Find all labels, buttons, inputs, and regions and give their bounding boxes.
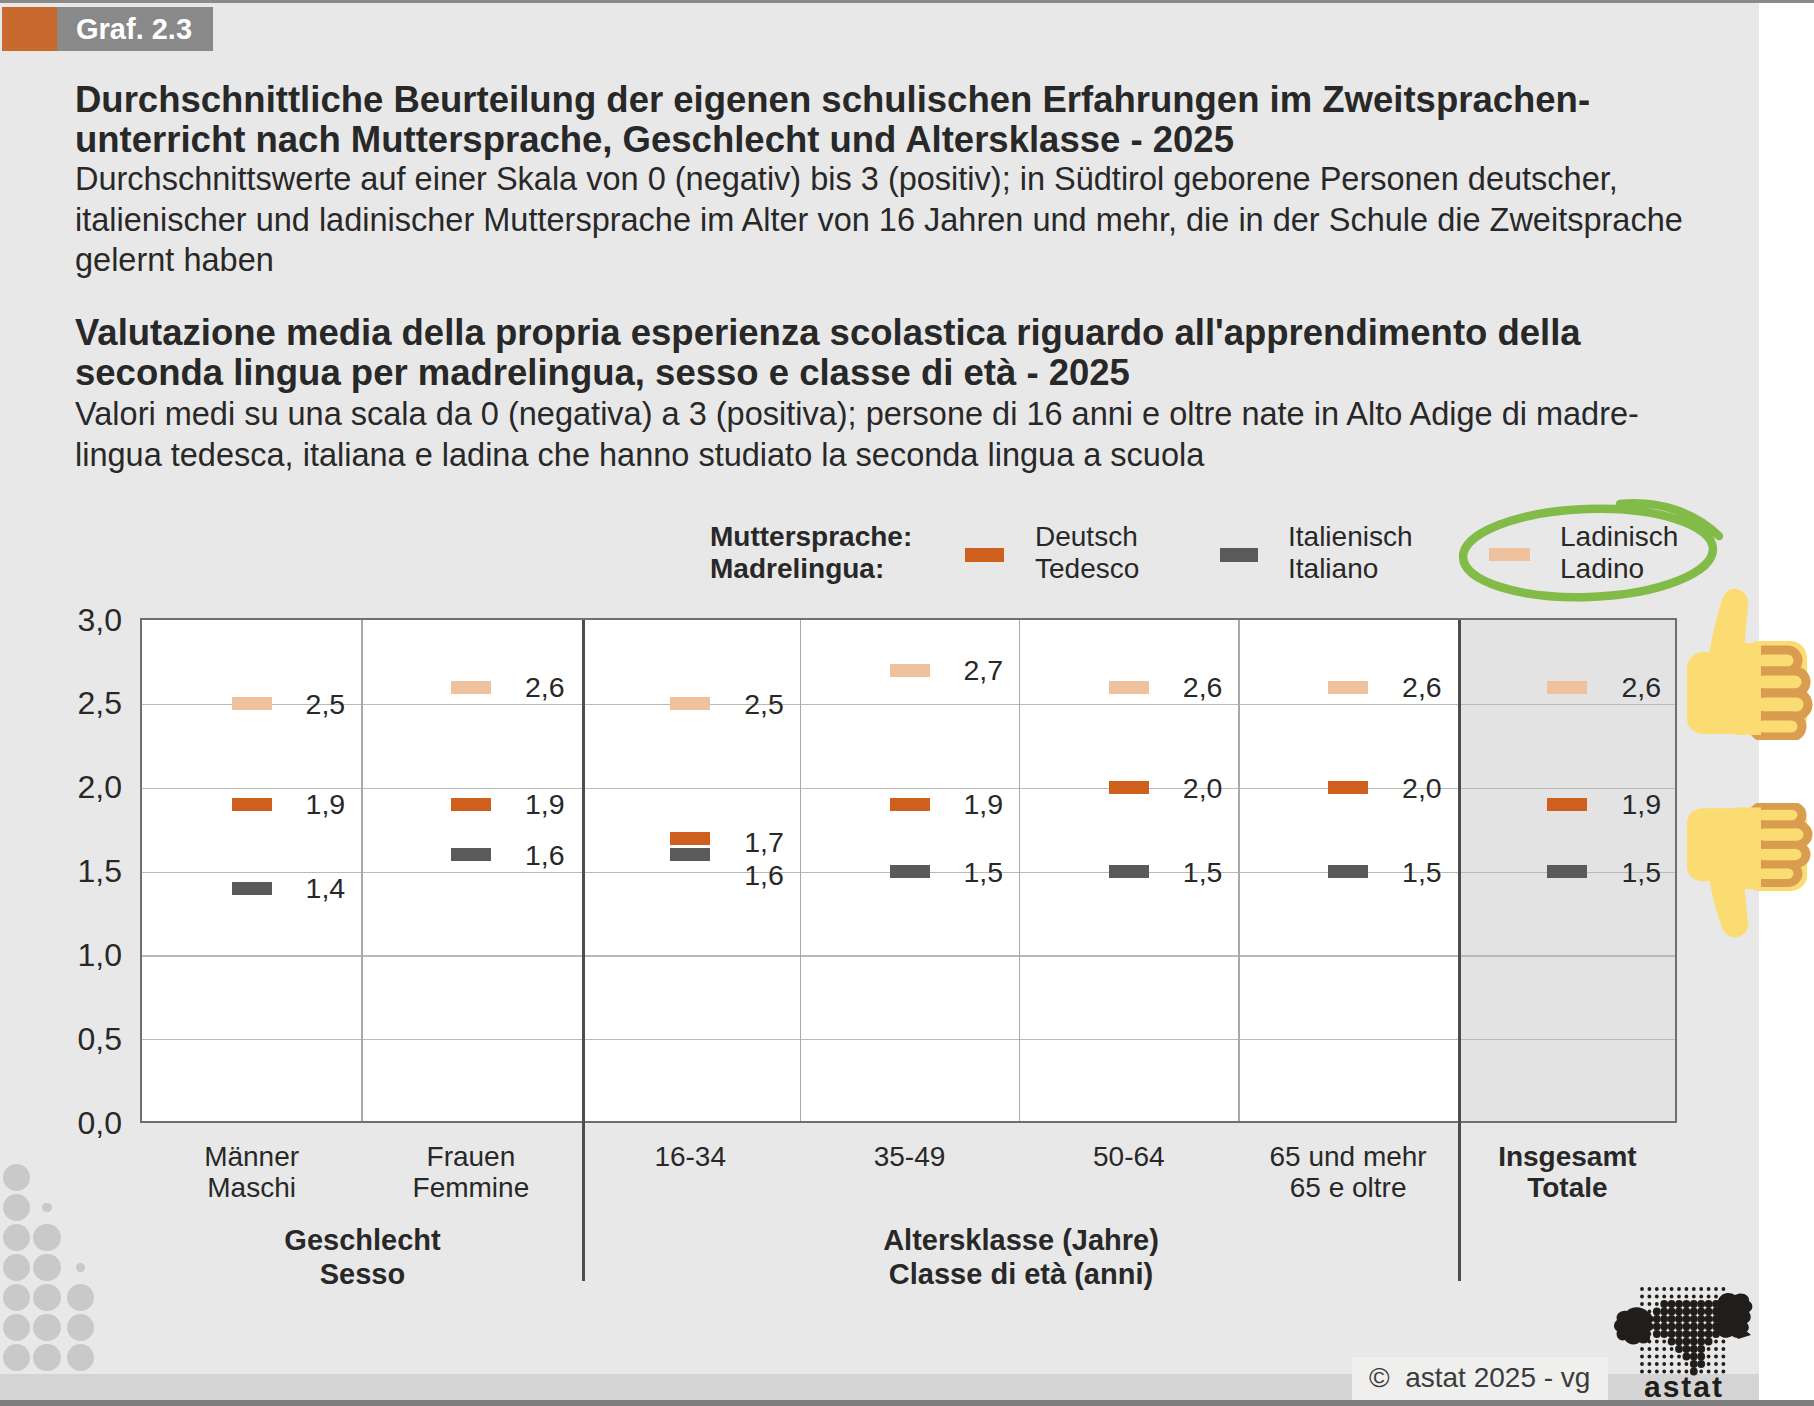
svg-text:astat: astat xyxy=(1644,1370,1724,1403)
